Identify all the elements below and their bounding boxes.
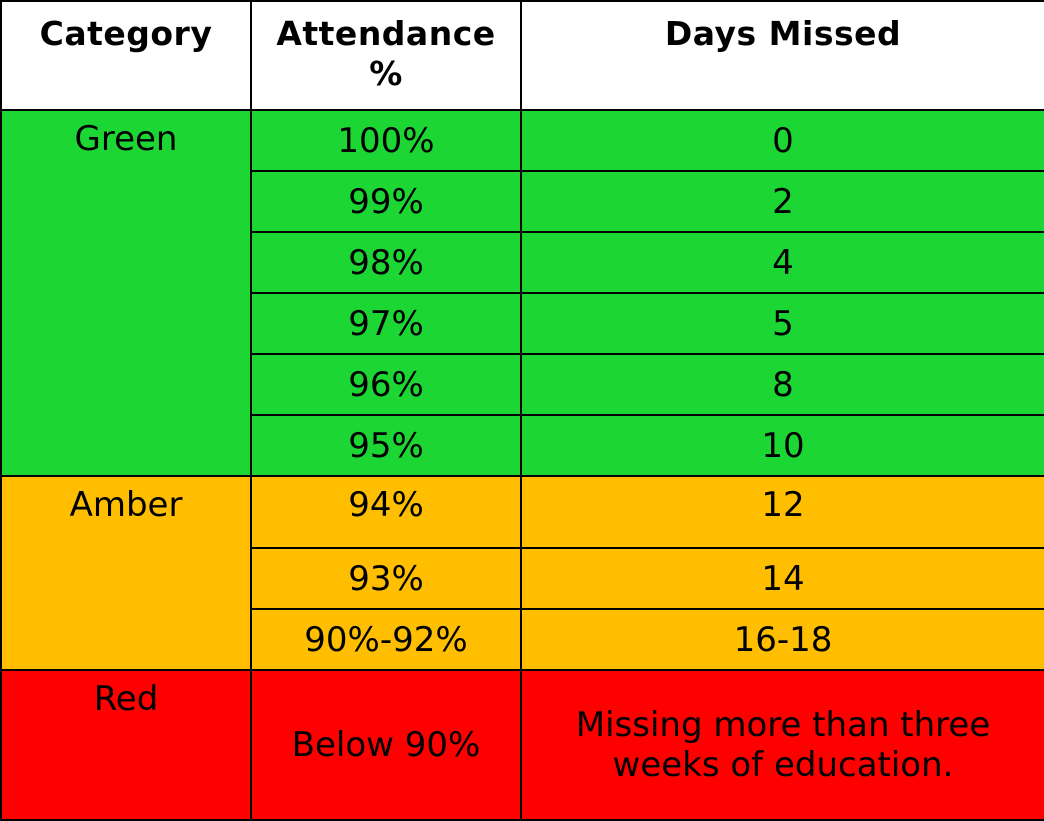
- days-note-text: Missing more than three weeks of educati…: [575, 705, 991, 785]
- days-cell: 5: [520, 292, 1044, 355]
- days-cell: 14: [520, 547, 1044, 610]
- header-attendance: Attendance %: [250, 0, 522, 111]
- attendance-cell: 93%: [250, 547, 522, 610]
- attendance-cell: 94%: [250, 475, 522, 549]
- days-cell: 2: [520, 170, 1044, 233]
- days-cell: 16-18: [520, 608, 1044, 671]
- table-row: Red Below 90% Missing more than three we…: [0, 669, 1044, 821]
- header-attendance-label: Attendance %: [276, 14, 496, 93]
- attendance-cell: 90%-92%: [250, 608, 522, 671]
- category-red: Red: [0, 669, 252, 821]
- days-cell: Missing more than three weeks of educati…: [520, 669, 1044, 821]
- days-cell: 0: [520, 109, 1044, 172]
- attendance-cell: 99%: [250, 170, 522, 233]
- header-category: Category: [0, 0, 252, 111]
- header-row: Category Attendance % Days Missed: [0, 0, 1044, 111]
- days-cell: 4: [520, 231, 1044, 294]
- attendance-cell: 98%: [250, 231, 522, 294]
- days-cell: 12: [520, 475, 1044, 549]
- attendance-cell: Below 90%: [250, 669, 522, 821]
- category-amber: Amber: [0, 475, 252, 671]
- attendance-cell: 100%: [250, 109, 522, 172]
- attendance-cell: 96%: [250, 353, 522, 416]
- days-cell: 8: [520, 353, 1044, 416]
- header-days-missed: Days Missed: [520, 0, 1044, 111]
- days-cell: 10: [520, 414, 1044, 477]
- table-row: 99% 2: [1, 170, 1044, 233]
- table-row: Green 100% 0: [0, 109, 1044, 477]
- table-row: Amber 94% 12: [0, 475, 1044, 671]
- attendance-cell: 95%: [250, 414, 522, 477]
- category-green: Green: [0, 109, 252, 477]
- attendance-cell: 97%: [250, 292, 522, 355]
